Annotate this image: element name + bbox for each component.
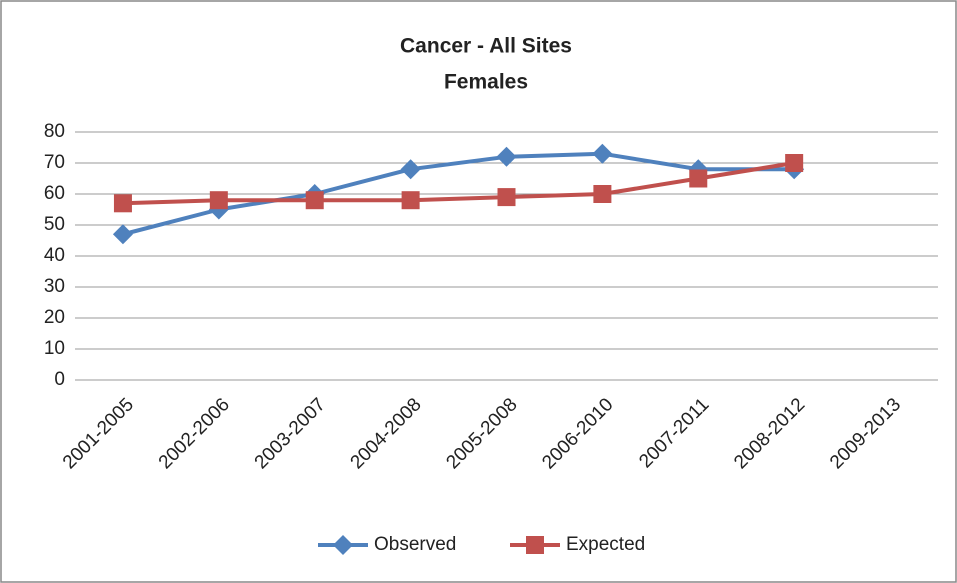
data-point — [112, 224, 133, 245]
data-point — [593, 185, 612, 203]
data-point — [113, 194, 132, 213]
chart-subtitle: Females — [444, 71, 528, 94]
y-tick-label: 10 — [44, 338, 65, 359]
legend-label: Observed — [374, 534, 456, 555]
y-tick-label: 30 — [44, 276, 65, 297]
y-tick-label: 40 — [44, 245, 65, 266]
y-tick-label: 80 — [44, 121, 65, 142]
data-point — [401, 191, 420, 210]
data-point — [497, 188, 516, 207]
legend-marker — [526, 536, 544, 554]
series-line — [122, 161, 795, 206]
series-line — [122, 151, 795, 237]
data-point — [209, 191, 228, 210]
data-point — [400, 159, 421, 180]
y-tick-label: 60 — [44, 183, 65, 204]
data-point — [305, 191, 324, 210]
y-tick-label: 0 — [54, 369, 65, 390]
y-tick-label: 50 — [44, 214, 65, 235]
data-point — [689, 169, 708, 188]
data-point — [785, 154, 804, 172]
legend-marker — [333, 535, 353, 555]
legend-label: Expected — [566, 534, 645, 555]
data-point — [592, 143, 613, 164]
chart-title: Cancer - All Sites — [400, 35, 572, 58]
data-point — [496, 146, 517, 167]
y-tick-label: 70 — [44, 152, 65, 173]
y-tick-label: 20 — [44, 307, 65, 328]
